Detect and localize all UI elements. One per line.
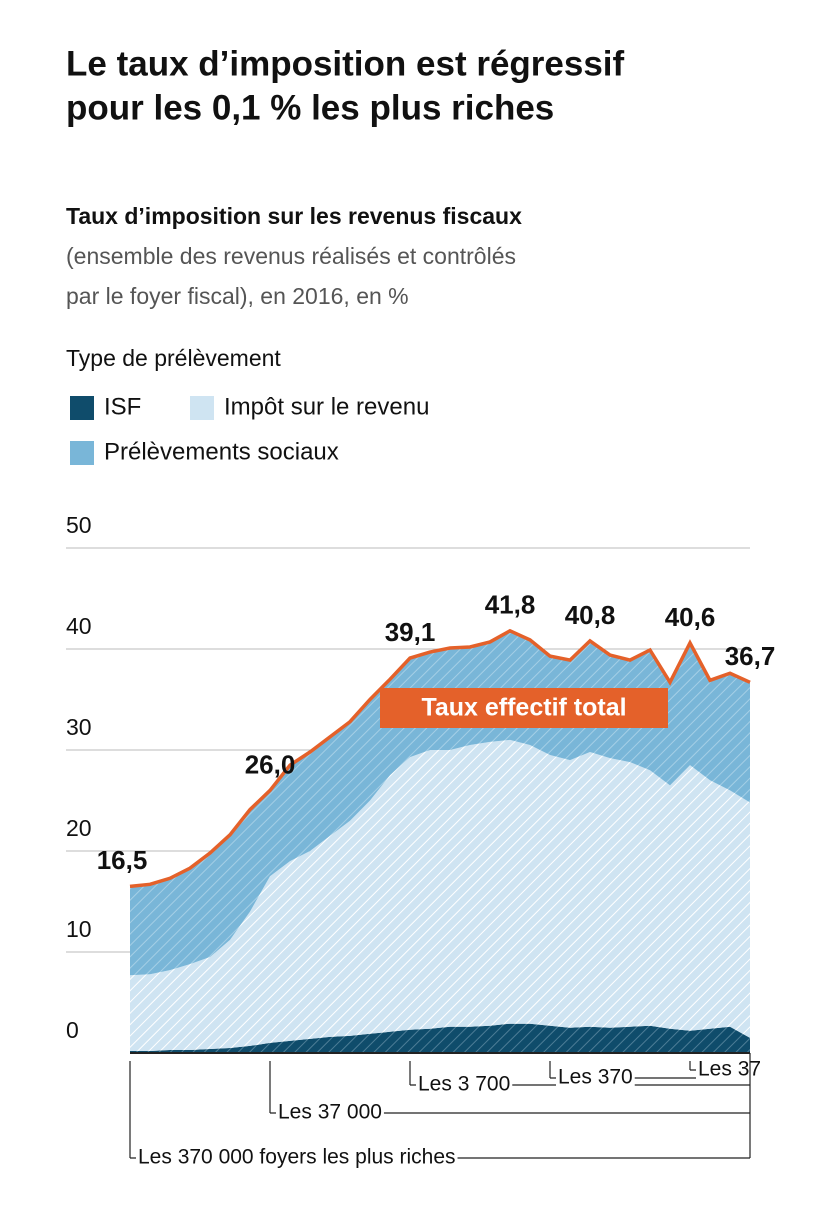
group-label: Les 3 700 — [418, 1073, 510, 1096]
y-tick-label: 50 — [66, 512, 92, 538]
group-label-bg — [696, 1057, 750, 1081]
title-line: pour les 0,1 % les plus riches — [66, 88, 554, 127]
subtitle: Taux d’imposition sur les revenus fiscau… — [66, 203, 522, 229]
y-tick-label: 40 — [66, 613, 92, 639]
legend-label: Impôt sur le revenu — [224, 393, 429, 420]
group-label-bg — [416, 1072, 513, 1096]
legend-swatch — [70, 441, 94, 465]
title-line: Le taux d’imposition est régressif — [66, 44, 625, 83]
value-label: 36,7 — [725, 641, 776, 671]
value-label: 16,5 — [97, 845, 148, 875]
description: (ensemble des revenus réalisés et contrô… — [66, 243, 516, 269]
value-label: 39,1 — [385, 617, 436, 647]
group-label-bg — [276, 1100, 384, 1124]
value-label: 40,8 — [565, 600, 616, 630]
value-label: 40,6 — [665, 602, 716, 632]
description: par le foyer fiscal), en 2016, en % — [66, 283, 409, 309]
area — [130, 1023, 750, 1053]
group-label: Les 370 000 foyers les plus riches — [138, 1146, 456, 1169]
y-tick-label: 10 — [66, 916, 92, 942]
total-label: Taux effectif total — [421, 694, 626, 722]
legend-title: Type de prélèvement — [66, 345, 281, 371]
group-label-bg — [136, 1145, 458, 1169]
legend-label: Prélèvements sociaux — [104, 438, 339, 465]
value-label: 41,8 — [485, 590, 536, 620]
y-tick-label: 20 — [66, 815, 92, 841]
area — [130, 739, 750, 1051]
group-label-bg — [556, 1065, 635, 1089]
value-label: 26,0 — [245, 749, 296, 779]
y-tick-label: 0 — [66, 1017, 79, 1043]
legend-swatch — [70, 396, 94, 420]
group-label: Les 37 000 — [278, 1101, 382, 1124]
y-tick-label: 30 — [66, 714, 92, 740]
group-label: Les 37 — [698, 1058, 761, 1081]
group-label: Les 370 — [558, 1066, 633, 1089]
legend-label: ISF — [104, 393, 141, 420]
total-line — [129, 628, 751, 889]
legend-swatch — [190, 396, 214, 420]
total-label-box — [380, 688, 668, 728]
